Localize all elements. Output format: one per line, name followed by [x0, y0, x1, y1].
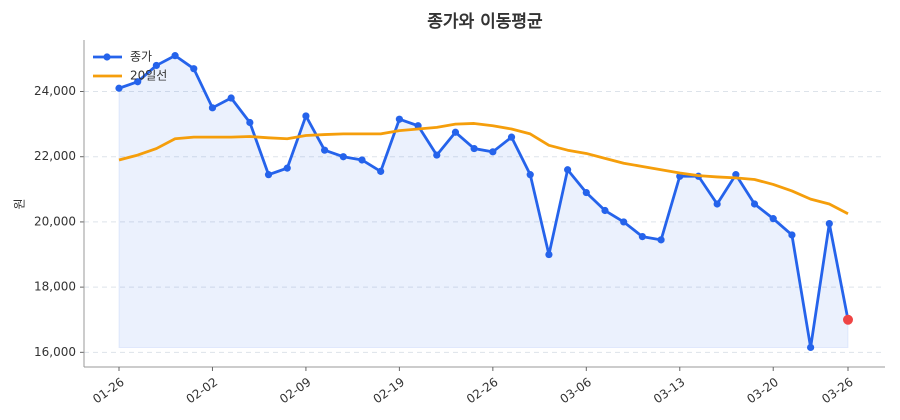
- point: [451, 128, 460, 136]
- point: [134, 78, 142, 86]
- x-tick-label: 03-06: [557, 375, 594, 406]
- point: [713, 200, 721, 208]
- x-tick-label: 02-26: [464, 375, 501, 406]
- x-tick-label: 02-09: [277, 375, 314, 406]
- legend-label: 종가: [130, 50, 152, 64]
- x-tick-label: 02-02: [184, 375, 221, 406]
- point: [115, 84, 123, 92]
- point: [564, 166, 572, 174]
- y-axis-label: 원: [13, 198, 27, 209]
- point: [638, 232, 646, 241]
- point: [302, 112, 310, 120]
- point: [321, 146, 329, 154]
- x-tick-label: 03-26: [819, 375, 856, 406]
- x-tick-label: 03-13: [651, 375, 688, 406]
- point: [825, 219, 833, 228]
- line: [118, 122, 849, 216]
- point: [246, 118, 254, 127]
- point: [807, 343, 815, 352]
- point: [507, 133, 516, 141]
- y-tick-label: 18,000: [34, 280, 76, 294]
- point: [750, 200, 759, 208]
- y-tick-label: 24,000: [34, 84, 76, 98]
- point: [582, 188, 590, 197]
- x-tick-label: 02-19: [371, 375, 408, 406]
- point: [395, 115, 403, 123]
- y-tick-label: 16,000: [34, 345, 76, 359]
- point: [339, 153, 347, 161]
- point: [358, 156, 366, 164]
- x-tick-label: 01-26: [90, 375, 127, 406]
- point: [283, 164, 291, 172]
- x-tick-label: 03-20: [744, 375, 781, 406]
- point: [227, 94, 235, 102]
- legend-label: 20일선: [130, 69, 167, 83]
- point: [171, 52, 179, 60]
- point: [190, 65, 198, 73]
- point: [152, 61, 160, 70]
- y-tick-label: 20,000: [34, 214, 76, 228]
- line: [118, 54, 850, 349]
- point: [470, 144, 478, 153]
- last-point: [843, 314, 853, 325]
- point: [601, 206, 609, 215]
- point: [489, 148, 497, 156]
- legend-marker: [103, 53, 111, 61]
- point: [526, 171, 534, 179]
- point: [788, 231, 796, 239]
- point: [208, 104, 217, 112]
- point: [620, 218, 628, 226]
- point: [377, 167, 385, 175]
- chart-title: 종가와 이동평균: [427, 12, 543, 32]
- point: [264, 171, 273, 179]
- point: [657, 236, 665, 244]
- y-tick-label: 22,000: [34, 149, 76, 163]
- point: [769, 215, 777, 223]
- point: [433, 151, 441, 159]
- point: [545, 250, 553, 259]
